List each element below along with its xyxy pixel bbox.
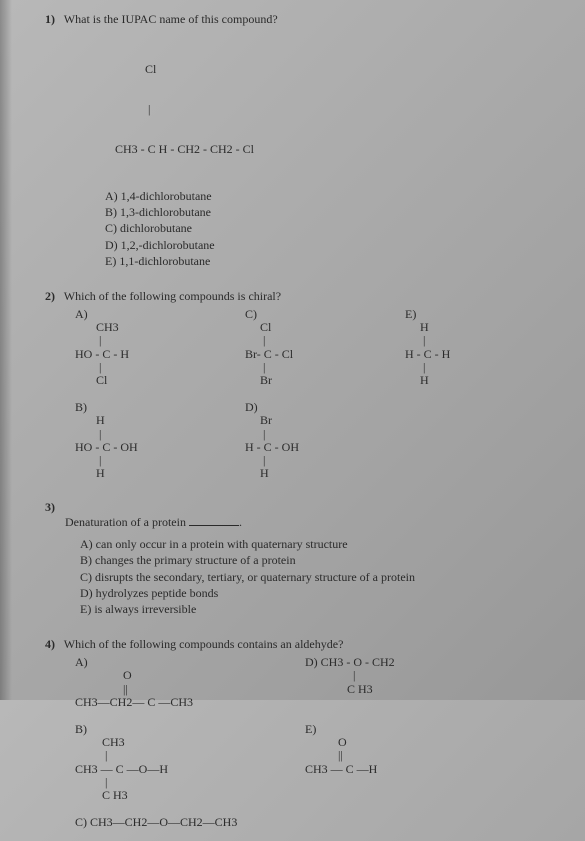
struct-line: CH3 - O - CH2 (321, 655, 395, 669)
q2-row2: B) H | HO - C - OH | H D) Br | H - C - O… (75, 401, 555, 480)
struct-line: Cl (115, 63, 555, 76)
q1-options: A) 1,4-dichlorobutane B) 1,3-dichlorobut… (105, 188, 555, 269)
q2-option-a: A) CH3 | HO - C - H | Cl (75, 308, 245, 387)
struct-line: | (75, 361, 101, 374)
struct-line: CH3 — C —O—H (75, 763, 168, 776)
struct-line: CH3 - C H - CH2 - CH2 - Cl (115, 143, 555, 156)
struct-line: | (305, 669, 355, 682)
q2-option-c: C) Cl | Br- C - Cl | Br (245, 308, 405, 387)
struct-line: HO - C - OH (75, 441, 138, 454)
q4-option-e: E) O || CH3 — C —H (305, 723, 377, 802)
q1-option-b: B) 1,3-dichlorobutane (105, 204, 555, 220)
struct-line: HO - C - H (75, 348, 129, 361)
struct-line: Br (245, 414, 272, 427)
q2-row1: A) CH3 | HO - C - H | Cl C) Cl | Br- C -… (75, 308, 555, 387)
struct-line: | (75, 749, 107, 762)
struct-line: | (245, 428, 265, 441)
struct-line: O (305, 736, 347, 749)
q3-option-c: C) disrupts the secondary, tertiary, or … (80, 569, 555, 585)
question-3: 3) Denaturation of a protein . A) can on… (45, 500, 555, 617)
question-1: 1) What is the IUPAC name of this compou… (45, 12, 555, 269)
q4-option-b: B) CH3 | CH3 — C —O—H | C H3 (75, 723, 305, 802)
q2-option-b: B) H | HO - C - OH | H (75, 401, 245, 480)
struct-line: | (115, 103, 555, 116)
q2-number: 2) (45, 289, 55, 304)
q1-option-e: E) 1,1-dichlorobutane (105, 253, 555, 269)
struct-line: H (75, 414, 105, 427)
q4-text: Which of the following compounds contain… (64, 637, 344, 651)
q2-option-d: D) Br | H - C - OH | H (245, 401, 299, 480)
q3-option-a: A) can only occur in a protein with quat… (80, 536, 555, 552)
struct-line: H - C - H (405, 348, 450, 361)
struct-line: C H3 (75, 789, 128, 802)
fill-blank (189, 515, 239, 526)
opt-label: D) (305, 655, 321, 669)
q4-row1: A) O || CH3—CH2— C —CH3 D) CH3 - O - CH2… (75, 656, 555, 709)
struct-line: Br (245, 374, 272, 387)
struct-line: H - C - OH (245, 441, 299, 454)
struct-line: CH3 (75, 736, 125, 749)
struct-line: | (75, 776, 107, 789)
q4-row3: C) CH3—CH2—O—CH2—CH3 (75, 816, 555, 829)
opt-label: B) (75, 723, 87, 736)
struct-line: | (75, 334, 101, 347)
q1-text: What is the IUPAC name of this compound? (64, 12, 278, 26)
question-2: 2) Which of the following compounds is c… (45, 289, 555, 480)
struct-line: O (75, 669, 132, 682)
q1-number: 1) (45, 12, 55, 27)
struct-line: | (405, 334, 425, 347)
struct-line: | (75, 428, 101, 441)
q2-option-e: E) H | H - C - H | H (405, 308, 450, 387)
struct-line: Cl (75, 374, 107, 387)
struct-line: CH3 — C —H (305, 763, 377, 776)
q3-options: A) can only occur in a protein with quat… (80, 536, 555, 617)
q4-option-c: C) CH3—CH2—O—CH2—CH3 (75, 816, 237, 829)
q3-number: 3) (45, 500, 55, 515)
q1-option-c: C) dichlorobutane (105, 220, 555, 236)
q1-structure: Cl | CH3 - C H - CH2 - CH2 - Cl (115, 37, 555, 182)
struct-line: Br- C - Cl (245, 348, 293, 361)
struct-line: CH3—CH2—O—CH2—CH3 (90, 815, 237, 829)
struct-line: | (245, 361, 265, 374)
struct-line: H (245, 467, 269, 480)
opt-label: E) (305, 723, 316, 736)
q2-text: Which of the following compounds is chir… (64, 289, 281, 303)
struct-line: || (305, 749, 343, 762)
q4-number: 4) (45, 637, 55, 652)
question-4: 4) Which of the following compounds cont… (45, 637, 555, 829)
q4-option-a: A) O || CH3—CH2— C —CH3 (75, 656, 305, 709)
q3-lead: Denaturation of a protein (65, 515, 189, 529)
q4-option-d: D) CH3 - O - CH2 | C H3 (305, 656, 395, 709)
struct-line: H (75, 467, 105, 480)
q3-option-b: B) changes the primary structure of a pr… (80, 552, 555, 568)
q4-row2: B) CH3 | CH3 — C —O—H | C H3 E) O || CH3… (75, 723, 555, 802)
q3-option-d: D) hydrolyzes peptide bonds (80, 585, 555, 601)
q3-option-e: E) is always irreversible (80, 601, 555, 617)
struct-line: C H3 (305, 683, 373, 696)
opt-label: C) (75, 815, 87, 829)
struct-line: | (245, 334, 265, 347)
struct-line: CH3—CH2— C —CH3 (75, 696, 193, 709)
q1-option-d: D) 1,2,-dichlorobutane (105, 237, 555, 253)
struct-line: H (405, 374, 429, 387)
struct-line: | (405, 361, 425, 374)
struct-line: || (75, 683, 128, 696)
q1-option-a: A) 1,4-dichlorobutane (105, 188, 555, 204)
